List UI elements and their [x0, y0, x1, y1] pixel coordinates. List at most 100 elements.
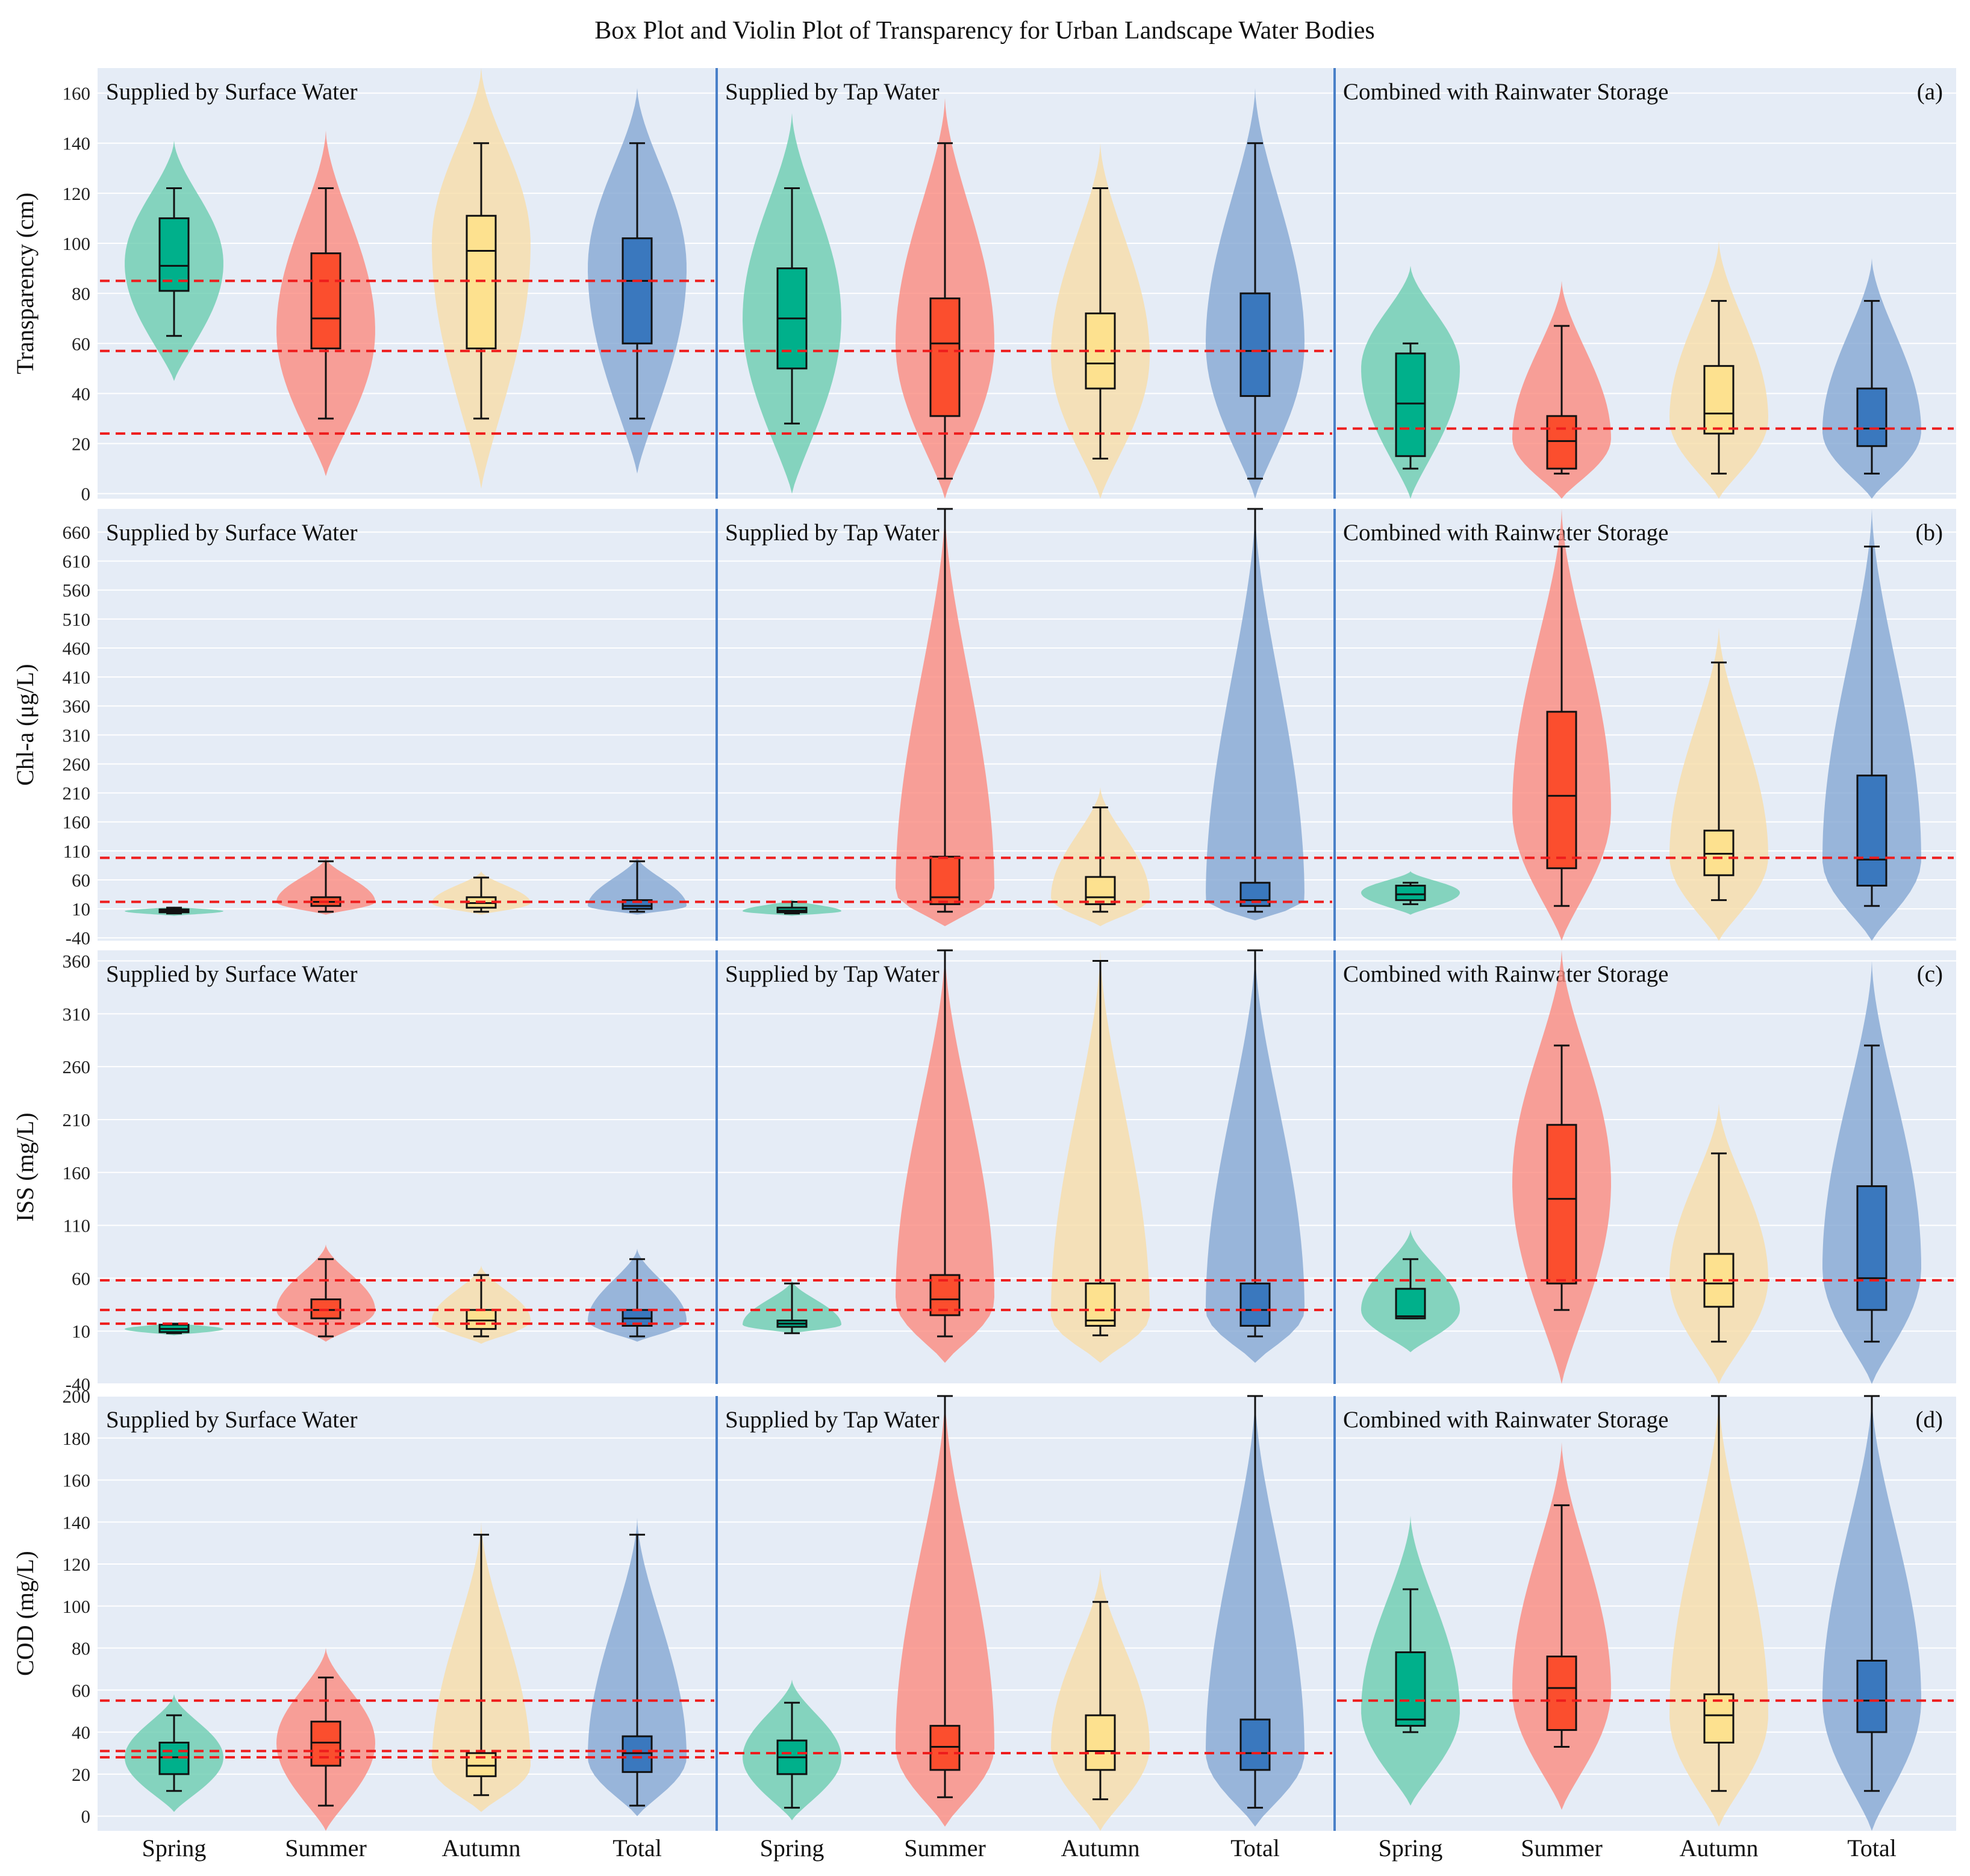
box-spring [1395, 1288, 1426, 1320]
box-spring [158, 217, 190, 292]
y-tick-label: 210 [63, 1109, 91, 1130]
box-total [1239, 1718, 1271, 1771]
group-label: Supplied by Tap Water [725, 79, 940, 105]
x-tick-label: Autumn [441, 1834, 520, 1862]
y-tick-label: 560 [63, 580, 91, 601]
y-axis-label: COD (mg/L) [11, 1551, 39, 1676]
x-tick-label: Autumn [1061, 1834, 1139, 1862]
x-tick-label: Spring [1379, 1834, 1443, 1862]
box-total [622, 1735, 653, 1773]
plot-background [98, 68, 1956, 499]
y-axis-label: Chl-a (μg/L) [11, 664, 39, 786]
y-tick-label: 0 [81, 1806, 91, 1827]
group-label: Supplied by Surface Water [106, 79, 357, 105]
box-total [622, 237, 653, 344]
box-autumn [466, 1309, 497, 1330]
x-tick-label: Spring [142, 1834, 207, 1862]
y-tick-label: 60 [72, 333, 90, 354]
box-total [1856, 1659, 1887, 1733]
x-tick-label: Total [613, 1834, 662, 1862]
box-total [1856, 774, 1887, 887]
y-tick-label: 360 [63, 951, 91, 972]
y-tick-label: 110 [63, 1215, 90, 1236]
y-tick-label: 160 [63, 1162, 91, 1183]
group-label: Combined with Rainwater Storage [1343, 79, 1668, 105]
y-tick-label: 310 [63, 725, 91, 746]
y-tick-label: 510 [63, 609, 91, 630]
box-autumn [1085, 1714, 1116, 1771]
x-tick-label: Total [1230, 1834, 1280, 1862]
plot-background [98, 509, 1956, 941]
y-tick-label: 260 [63, 1056, 91, 1077]
y-axis-label: Transparency (cm) [11, 193, 39, 375]
y-tick-label: 120 [63, 183, 91, 204]
box-autumn [1085, 1282, 1116, 1327]
y-tick-label: -40 [66, 1374, 90, 1395]
chart-title: Box Plot and Violin Plot of Transparency… [594, 17, 1375, 45]
y-tick-label: 110 [63, 841, 90, 862]
y-tick-label: 40 [72, 1722, 90, 1743]
group-label: Supplied by Surface Water [106, 961, 357, 987]
y-tick-label: 20 [72, 1764, 90, 1785]
group-label: Combined with Rainwater Storage [1343, 520, 1668, 546]
group-label: Combined with Rainwater Storage [1343, 961, 1668, 987]
y-tick-label: 60 [72, 1268, 90, 1289]
y-tick-label: 80 [72, 283, 90, 304]
y-tick-label: 210 [63, 783, 91, 804]
y-tick-label: 80 [72, 1638, 90, 1659]
panel-label: (d) [1916, 1407, 1943, 1433]
group-label: Combined with Rainwater Storage [1343, 1407, 1668, 1433]
y-tick-label: 360 [63, 696, 91, 717]
box-summer [929, 297, 961, 417]
y-tick-label: 60 [72, 870, 90, 891]
y-tick-label: 100 [63, 233, 91, 254]
x-tick-label: Total [1847, 1834, 1897, 1862]
box-total [1239, 292, 1271, 397]
plot-background [98, 950, 1956, 1384]
box-autumn [1085, 876, 1116, 905]
y-tick-label: 100 [63, 1596, 91, 1617]
panel-1: 0 20 40 60 80 100 120 140 160 Transparency (cm) Su… [11, 68, 1956, 505]
y-tick-label: 120 [63, 1554, 91, 1575]
panel-label: (a) [1917, 79, 1943, 105]
x-tick-label: Spring [760, 1834, 824, 1862]
box-summer [310, 1721, 341, 1767]
panel-label: (c) [1917, 961, 1943, 987]
y-tick-label: 0 [81, 484, 91, 505]
y-tick-label: 140 [63, 1512, 91, 1533]
y-axis-label: ISS (mg/L) [11, 1112, 39, 1221]
box-autumn [1703, 365, 1735, 435]
y-tick-label: 160 [63, 1470, 91, 1491]
box-summer [1546, 415, 1577, 470]
box-summer [1546, 711, 1577, 870]
box-spring [1395, 352, 1426, 457]
y-tick-label: 660 [63, 522, 91, 543]
box-summer [1546, 1124, 1577, 1285]
x-tick-label: Summer [285, 1834, 367, 1862]
y-tick-label: 140 [63, 133, 91, 154]
panel-2: -40 10 60 110 160 210 260 310 360 410 460 510 560 610… [11, 508, 1956, 949]
y-tick-label: 180 [63, 1428, 91, 1449]
group-label: Supplied by Surface Water [106, 520, 357, 546]
y-tick-label: 200 [63, 1386, 91, 1407]
y-tick-label: 460 [63, 638, 91, 659]
box-spring [1395, 885, 1426, 902]
y-tick-label: -40 [66, 927, 90, 949]
x-axis: Spring Summer Autumn Total Spring Summer Autum… [142, 1834, 1897, 1862]
y-tick-label: 60 [72, 1680, 90, 1701]
panel-3: -40 10 60 110 160 210 260 310 360 ISS (mg/L) Suppl… [11, 949, 1956, 1395]
x-tick-label: Summer [904, 1834, 986, 1862]
y-tick-label: 40 [72, 383, 90, 404]
x-tick-label: Autumn [1679, 1834, 1758, 1862]
box-total [1856, 1185, 1887, 1311]
y-tick-label: 10 [72, 1321, 90, 1342]
box-autumn [466, 214, 497, 350]
box-autumn [1703, 1693, 1735, 1744]
panel-label: (b) [1916, 520, 1943, 546]
box-summer [1546, 1656, 1577, 1731]
box-total [1239, 1282, 1271, 1327]
y-tick-label: 310 [63, 1003, 91, 1024]
box-spring [1395, 1651, 1426, 1727]
